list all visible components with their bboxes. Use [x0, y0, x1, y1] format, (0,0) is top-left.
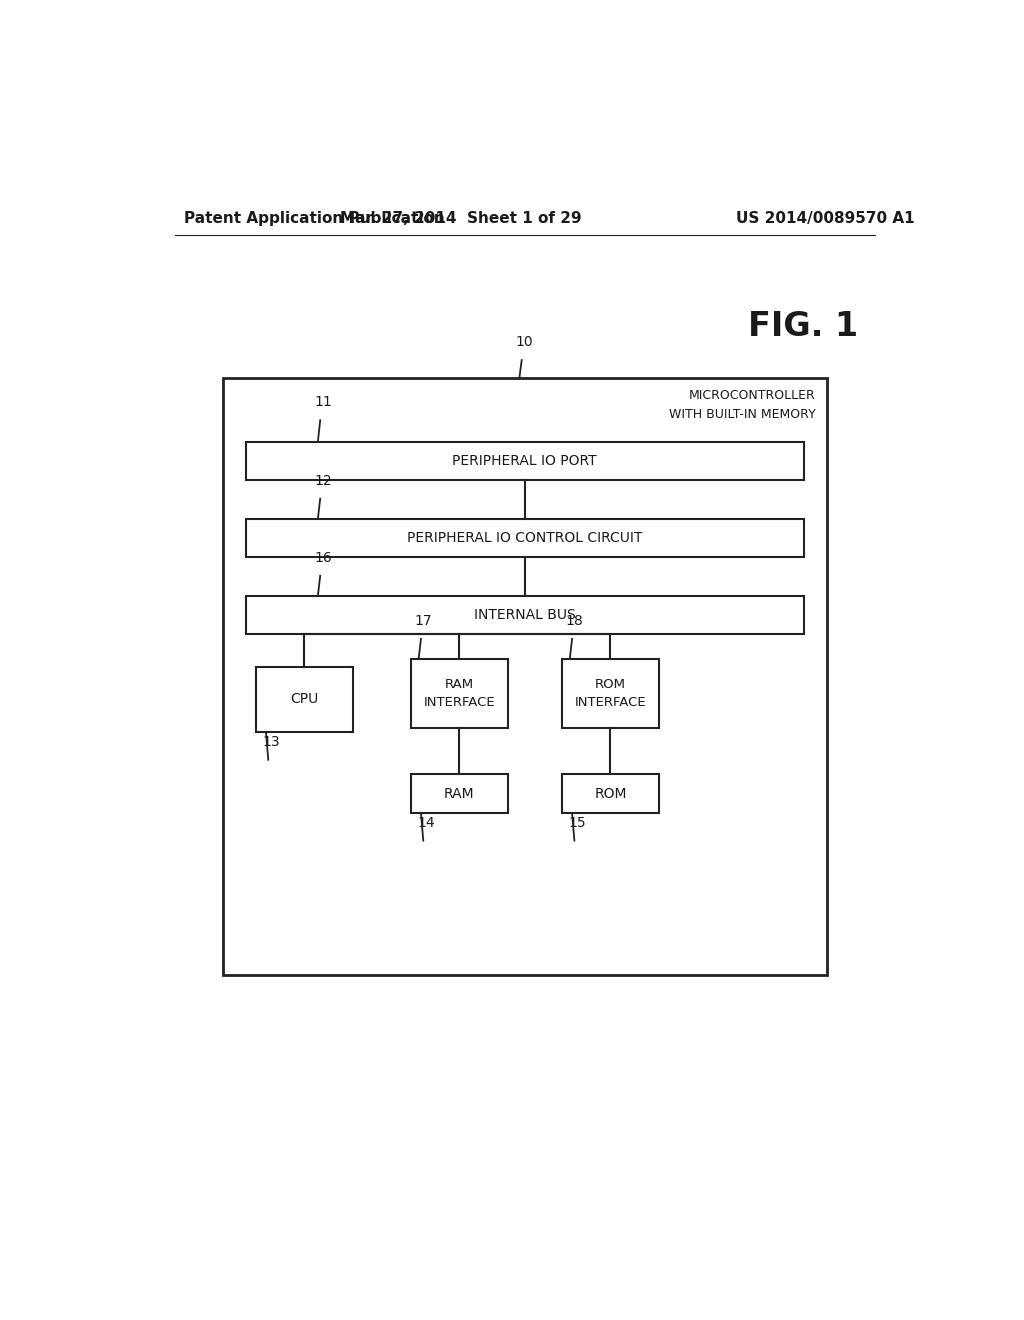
- Bar: [246, 442, 804, 480]
- Text: 11: 11: [314, 396, 332, 409]
- Text: US 2014/0089570 A1: US 2014/0089570 A1: [736, 211, 914, 226]
- Bar: [222, 378, 827, 974]
- Bar: [562, 775, 658, 813]
- Bar: [562, 659, 658, 729]
- Text: PERIPHERAL IO CONTROL CIRCUIT: PERIPHERAL IO CONTROL CIRCUIT: [408, 531, 642, 545]
- Text: Patent Application Publication: Patent Application Publication: [183, 211, 444, 226]
- Bar: [411, 775, 508, 813]
- Text: 12: 12: [314, 474, 332, 488]
- Text: ROM
INTERFACE: ROM INTERFACE: [574, 678, 646, 709]
- Text: Mar. 27, 2014  Sheet 1 of 29: Mar. 27, 2014 Sheet 1 of 29: [340, 211, 582, 226]
- Text: 13: 13: [262, 735, 280, 748]
- Text: PERIPHERAL IO PORT: PERIPHERAL IO PORT: [453, 454, 597, 469]
- Text: INTERNAL BUS: INTERNAL BUS: [474, 609, 575, 622]
- Text: 14: 14: [417, 816, 435, 830]
- Text: MICROCONTROLLER
WITH BUILT-IN MEMORY: MICROCONTROLLER WITH BUILT-IN MEMORY: [669, 389, 815, 421]
- Bar: [246, 519, 804, 557]
- Text: ROM: ROM: [594, 787, 627, 801]
- Text: 16: 16: [314, 550, 332, 565]
- Bar: [256, 667, 352, 733]
- Text: 15: 15: [568, 816, 586, 830]
- Text: RAM: RAM: [444, 787, 475, 801]
- Text: 18: 18: [566, 614, 584, 628]
- Text: CPU: CPU: [290, 692, 318, 706]
- Text: 17: 17: [415, 614, 432, 628]
- Bar: [246, 595, 804, 635]
- Text: FIG. 1: FIG. 1: [748, 310, 858, 343]
- Bar: [411, 659, 508, 729]
- Text: RAM
INTERFACE: RAM INTERFACE: [424, 678, 496, 709]
- Text: 10: 10: [515, 335, 534, 350]
